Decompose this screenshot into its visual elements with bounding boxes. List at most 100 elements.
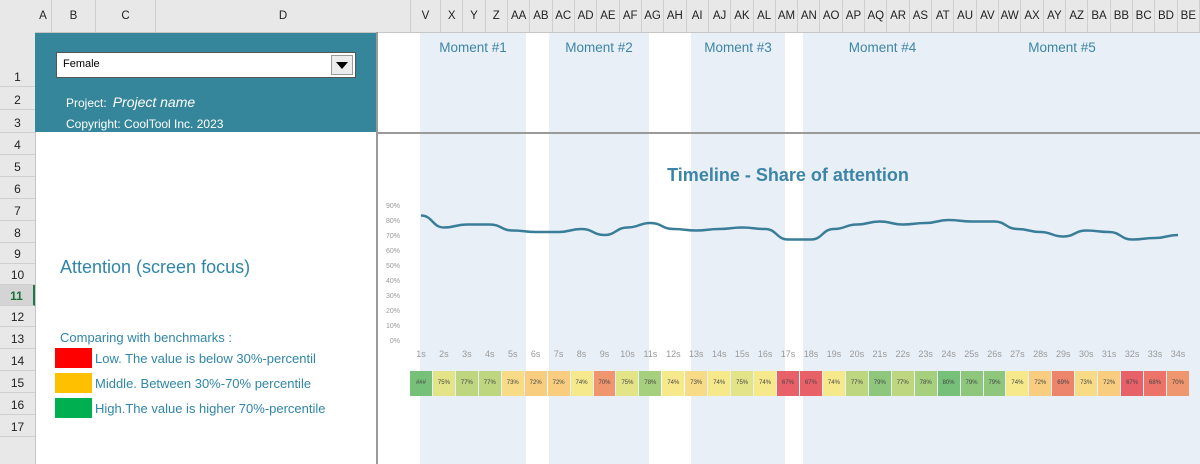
column-header-ab[interactable]: AB bbox=[530, 0, 553, 32]
x-tick-24s: 24s bbox=[941, 349, 956, 359]
column-header-aq[interactable]: AQ bbox=[865, 0, 888, 32]
column-header-aw[interactable]: AW bbox=[999, 0, 1022, 32]
column-header-am[interactable]: AM bbox=[776, 0, 799, 32]
row-header-12[interactable]: 12 bbox=[0, 306, 35, 327]
x-tick-31s: 31s bbox=[1101, 349, 1117, 359]
column-header-ba[interactable]: BA bbox=[1088, 0, 1111, 32]
vertical-divider bbox=[376, 32, 378, 464]
heatmap-cell-3s: 77% bbox=[455, 371, 478, 396]
x-tick-33s: 33s bbox=[1147, 349, 1163, 359]
column-header-ak[interactable]: AK bbox=[731, 0, 754, 32]
column-header-ae[interactable]: AE bbox=[597, 0, 620, 32]
column-header-ac[interactable]: AC bbox=[553, 0, 575, 32]
segment-dropdown[interactable]: Female bbox=[56, 52, 356, 78]
column-header-as[interactable]: AS bbox=[910, 0, 933, 32]
legend-middle-swatch bbox=[55, 373, 92, 393]
row-header-9[interactable]: 9 bbox=[0, 243, 35, 264]
heatmap-cell-25s: 79% bbox=[960, 371, 983, 396]
x-tick-13s: 13s bbox=[689, 349, 704, 359]
x-tick-12s: 12s bbox=[666, 349, 681, 359]
x-tick-30s: 30s bbox=[1078, 349, 1094, 359]
column-header-ar[interactable]: AR bbox=[887, 0, 910, 32]
column-header-a[interactable]: A bbox=[35, 0, 52, 32]
row-header-bar: 1 2 3 4 5 6 7 8 9 10 11 12 13 14 15 16 17 bbox=[0, 32, 36, 464]
column-header-ay[interactable]: AY bbox=[1044, 0, 1067, 32]
row-header-4[interactable]: 4 bbox=[0, 133, 35, 155]
column-header-af[interactable]: AF bbox=[620, 0, 642, 32]
x-tick-3s: 3s bbox=[462, 349, 472, 359]
column-header-al[interactable]: AL bbox=[754, 0, 776, 32]
row-header-17[interactable]: 17 bbox=[0, 415, 35, 437]
column-header-aa[interactable]: AA bbox=[508, 0, 531, 32]
column-header-be[interactable]: BE bbox=[1178, 0, 1200, 32]
column-header-ah[interactable]: AH bbox=[664, 0, 687, 32]
column-header-bc[interactable]: BC bbox=[1133, 0, 1156, 32]
y-tick-label: 30% bbox=[386, 293, 400, 300]
column-header-v[interactable]: V bbox=[411, 0, 441, 32]
column-header-c[interactable]: C bbox=[96, 0, 156, 32]
heatmap-cell-11s: 78% bbox=[639, 371, 662, 396]
legend-middle-label: Middle. Between 30%-70% percentile bbox=[95, 376, 312, 391]
heatmap-cell-22s: 77% bbox=[891, 371, 914, 396]
x-tick-34s: 34s bbox=[1170, 349, 1186, 359]
column-header-z[interactable]: Z bbox=[486, 0, 508, 32]
column-header-aj[interactable]: AJ bbox=[709, 0, 732, 32]
row-header-11[interactable]: 11 bbox=[0, 285, 35, 306]
column-header-d[interactable]: D bbox=[156, 0, 411, 32]
y-tick-label: 70% bbox=[386, 233, 400, 240]
row-header-2[interactable]: 2 bbox=[0, 87, 35, 110]
column-header-bb[interactable]: BB bbox=[1111, 0, 1134, 32]
heatmap-cell-4s: 77% bbox=[478, 371, 501, 396]
heatmap-cell-1s: ### bbox=[410, 371, 432, 396]
moment-label-2: Moment #2 bbox=[565, 40, 633, 55]
column-header-av[interactable]: AV bbox=[977, 0, 1000, 32]
column-header-y[interactable]: Y bbox=[463, 0, 486, 32]
row-header-10[interactable]: 10 bbox=[0, 264, 35, 285]
row-header-15[interactable]: 15 bbox=[0, 371, 35, 393]
column-header-x[interactable]: X bbox=[441, 0, 464, 32]
y-tick-label: 10% bbox=[386, 323, 400, 330]
row-header-3[interactable]: 3 bbox=[0, 110, 35, 133]
x-tick-19s: 19s bbox=[826, 349, 842, 359]
moment-label-5: Moment #5 bbox=[1028, 40, 1096, 55]
heatmap-cell-14s: 74% bbox=[708, 371, 731, 396]
heatmap-cell-23s: 78% bbox=[914, 371, 937, 396]
row-header-1[interactable]: 1 bbox=[0, 32, 35, 87]
chevron-down-icon[interactable] bbox=[331, 55, 353, 75]
row-header-16[interactable]: 16 bbox=[0, 393, 35, 415]
column-header-ai[interactable]: AI bbox=[687, 0, 709, 32]
x-tick-9s: 9s bbox=[599, 349, 610, 359]
row-header-6[interactable]: 6 bbox=[0, 177, 35, 199]
attention-series-line bbox=[420, 214, 1179, 241]
y-tick-label: 0% bbox=[390, 338, 400, 345]
column-header-ax[interactable]: AX bbox=[1021, 0, 1044, 32]
row-header-8[interactable]: 8 bbox=[0, 221, 35, 243]
column-header-ap[interactable]: AP bbox=[843, 0, 866, 32]
heatmap-cell-8s: 74% bbox=[570, 371, 593, 396]
x-tick-8s: 8s bbox=[576, 349, 587, 359]
column-header-bd[interactable]: BD bbox=[1155, 0, 1178, 32]
column-header-au[interactable]: AU bbox=[954, 0, 977, 32]
x-tick-23s: 23s bbox=[918, 349, 933, 359]
row-header-5[interactable]: 5 bbox=[0, 155, 35, 177]
row-header-14[interactable]: 14 bbox=[0, 349, 35, 371]
row-header-7[interactable]: 7 bbox=[0, 199, 35, 221]
chart-title: Timeline - Share of attention bbox=[667, 165, 909, 185]
column-header-at[interactable]: AT bbox=[932, 0, 955, 32]
segment-dropdown-value: Female bbox=[63, 58, 100, 70]
column-header-bar: A B C D V X Y Z AA AB AC AD AE AF AG AH AI AJ AK AL AM AN AO AP… bbox=[0, 0, 1200, 33]
column-header-az[interactable]: AZ bbox=[1066, 0, 1089, 32]
y-tick-label: 50% bbox=[386, 263, 400, 270]
row-header-13[interactable]: 13 bbox=[0, 327, 35, 349]
column-header-ad[interactable]: AD bbox=[575, 0, 598, 32]
column-header-ag[interactable]: AG bbox=[642, 0, 665, 32]
column-header-b[interactable]: B bbox=[52, 0, 96, 32]
column-header-an[interactable]: AN bbox=[798, 0, 821, 32]
heatmap-cell-13s: 73% bbox=[685, 371, 708, 396]
heatmap-cell-16s: 74% bbox=[754, 371, 777, 396]
heatmap-cell-18s: 67% bbox=[800, 371, 822, 396]
heatmap-cell-7s: 72% bbox=[547, 371, 570, 396]
moment-label-1: Moment #1 bbox=[439, 40, 507, 55]
heatmap-cell-5s: 73% bbox=[501, 371, 524, 396]
column-header-ao[interactable]: AO bbox=[821, 0, 843, 32]
